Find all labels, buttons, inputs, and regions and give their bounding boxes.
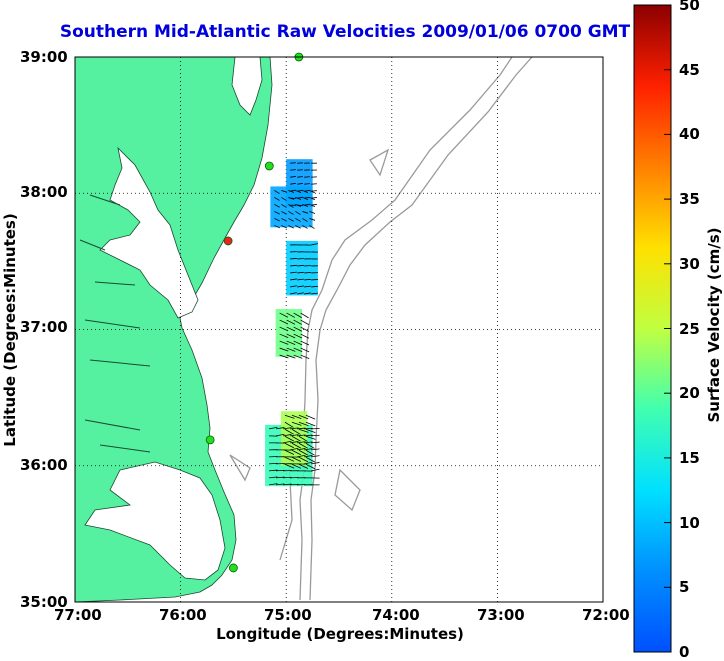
y-tick-label: 39:00 bbox=[20, 48, 68, 66]
bathymetry-contours bbox=[230, 57, 532, 600]
colorbar-tick-label: 40 bbox=[679, 125, 700, 143]
x-tick-label: 75:00 bbox=[264, 606, 312, 624]
radar-station-marker bbox=[206, 436, 214, 444]
colorbar-label: Surface Velocity (cm/s) bbox=[705, 227, 723, 422]
x-tick-label: 76:00 bbox=[159, 606, 207, 624]
colorbar-tick-label: 30 bbox=[679, 255, 700, 273]
colorbar-tick-label: 45 bbox=[679, 61, 700, 79]
x-tick-label: 77:00 bbox=[54, 606, 102, 624]
land-mass bbox=[75, 57, 272, 602]
y-tick-label: 36:00 bbox=[20, 456, 68, 474]
colorbar-tick-label: 20 bbox=[679, 384, 700, 402]
x-tick-label: 74:00 bbox=[372, 606, 420, 624]
radar-station-marker bbox=[229, 564, 237, 572]
colorbar-tick-label: 0 bbox=[679, 643, 689, 661]
colorbar-tick-label: 25 bbox=[679, 320, 700, 338]
velocity-patch bbox=[286, 241, 318, 296]
map-title: Southern Mid-Atlantic Raw Velocities 200… bbox=[0, 22, 690, 42]
radar-station-marker bbox=[265, 162, 273, 170]
colorbar-tick-label: 50 bbox=[679, 0, 700, 14]
y-tick-label: 38:00 bbox=[20, 183, 68, 201]
radar-station-marker bbox=[224, 237, 232, 245]
y-tick-label: 37:00 bbox=[20, 318, 68, 336]
colorbar-tick-label: 35 bbox=[679, 190, 700, 208]
y-axis-label: Latitude (Degrees:Minutes) bbox=[1, 213, 19, 446]
colorbar-tick-label: 15 bbox=[679, 449, 700, 467]
x-tick-label: 73:00 bbox=[477, 606, 525, 624]
colorbar-tick-label: 5 bbox=[679, 578, 689, 596]
x-axis-label: Longitude (Degrees:Minutes) bbox=[216, 625, 464, 643]
x-tick-label: 72:00 bbox=[582, 606, 630, 624]
colorbar-tick-label: 10 bbox=[679, 514, 700, 532]
